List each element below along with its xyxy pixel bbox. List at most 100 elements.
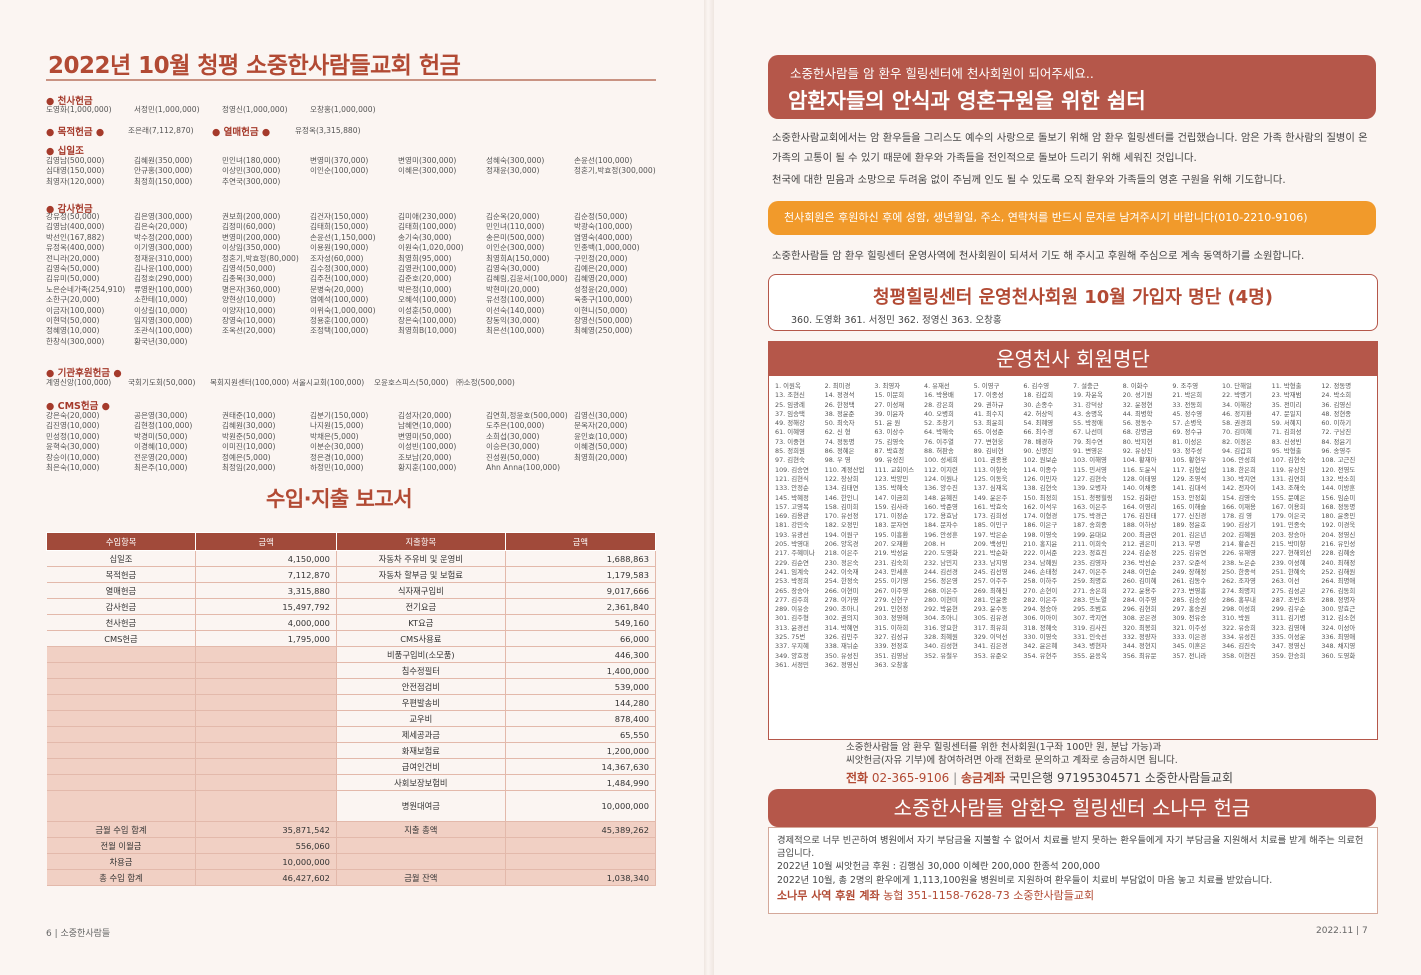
left-page: 2022년 10월 청평 소중한사람들교회 헌금 ● 천사헌금 도영화(1,00… bbox=[0, 0, 708, 975]
phone-label: 전화 bbox=[846, 771, 869, 785]
table-cell: 열매헌금 bbox=[46, 582, 197, 599]
donor-entry: 최은주(10,000) bbox=[134, 463, 188, 473]
donor-entry: 정혼기,박효정(300,000) bbox=[574, 166, 656, 176]
donor-entry: 최영자(120,000) bbox=[46, 176, 105, 186]
member-entry: 32. 윤정현 bbox=[1122, 400, 1153, 409]
member-entry: 223. 정효진 bbox=[1073, 549, 1107, 558]
member-entry: 169. 김용관 bbox=[775, 512, 809, 521]
donor-entry: 김혜원(30,000) bbox=[222, 421, 276, 431]
mokjeok-text: 조은래(7,112,870) bbox=[128, 126, 194, 135]
donor-entry: 김영관(100,000) bbox=[398, 264, 457, 274]
sipil-list: 김영남(500,000) 김혜원(350,000) 민인녀(180,000) 변영미(… bbox=[46, 156, 662, 187]
member-entry: 155. 문예은 bbox=[1271, 493, 1306, 502]
member-entry: 188. 이하상 bbox=[1122, 521, 1157, 530]
table-cell: 1,400,000 bbox=[505, 662, 657, 679]
member-entry: 184. 문자수 bbox=[924, 521, 958, 530]
table-cell bbox=[195, 742, 337, 759]
member-entry: 241. 임계숙 bbox=[775, 567, 809, 576]
member-entry: 127. 김현숙 bbox=[1073, 474, 1107, 483]
member-entry: 8. 이화수 bbox=[1122, 382, 1149, 390]
member-entry: 48. 정현종 bbox=[1321, 409, 1352, 418]
donor-entry: 이인순(300,000) bbox=[486, 243, 545, 253]
table-cell: 15,497,792 bbox=[195, 598, 337, 615]
member-entry: 88. 허판송 bbox=[924, 447, 954, 456]
member-entry: 108. 고근진 bbox=[1321, 456, 1356, 465]
member-entry: 237. 오준석 bbox=[1172, 558, 1207, 567]
donor-entry: 김은영(300,000) bbox=[134, 212, 193, 221]
table-cell: CMS헌금 bbox=[46, 630, 197, 647]
donor-entry: 하정민(10,000) bbox=[310, 463, 364, 473]
account-label: 송금계좌 bbox=[960, 771, 1006, 785]
donor-entry: 변영미(50,000) bbox=[398, 431, 452, 441]
member-entry: 308. 공은경 bbox=[1122, 614, 1157, 623]
donor-entry: 송기숙(30,000) bbox=[398, 232, 452, 242]
member-entry: 133. 안정순 bbox=[775, 484, 809, 493]
page-number-right: 2022.11 | 7 bbox=[1316, 926, 1368, 936]
donor-entry: 김정호(290,000) bbox=[134, 274, 193, 284]
donor-entry: 김순옥(20,000) bbox=[486, 212, 540, 221]
member-entry: 154. 김영숙 bbox=[1222, 493, 1256, 502]
gamsa-list: 강유정(50,000) 김은영(300,000) 권보희(200,000) 김건자(1… bbox=[46, 212, 662, 347]
sonamu-result: 2022년 10월, 총 2명의 환우에게 1,113,100원을 병원비로 지… bbox=[777, 874, 1273, 886]
donor-entry: 김혜영(20,000) bbox=[574, 274, 628, 284]
member-entry: 204. 정영신 bbox=[1321, 530, 1356, 539]
table-cell: 급여인건비 bbox=[336, 758, 506, 775]
member-entry: 101. 권종용 bbox=[973, 456, 1008, 465]
donor-entry: 손윤선(100,000) bbox=[574, 156, 633, 165]
member-entry: 253. 박정희 bbox=[775, 577, 809, 586]
member-entry: 252. 김해원 bbox=[1321, 567, 1356, 576]
section-cms-label: ● CMS헌금 ● bbox=[46, 401, 110, 412]
member-entry: 230. 정은숙 bbox=[824, 558, 859, 567]
member-entry: 71. 김희성 bbox=[1271, 428, 1302, 437]
member-entry: 321. 이주성 bbox=[1172, 623, 1207, 632]
donor-entry: 김영석(50,000) bbox=[222, 264, 276, 274]
table-cell: 전기요금 bbox=[336, 598, 506, 615]
member-entry: 263. 이선 bbox=[1271, 577, 1300, 586]
member-entry: 334. 유성진 bbox=[1222, 633, 1256, 642]
donor-entry: 오윤호스피스(50,000) bbox=[374, 378, 449, 387]
donor-entry: 김현정(100,000) bbox=[134, 421, 193, 431]
donor-entry: 김주천(100,000) bbox=[310, 274, 369, 284]
table-cell bbox=[195, 694, 337, 711]
section-label: 목적헌금 bbox=[57, 127, 93, 138]
member-entry: 283. 민노열 bbox=[1073, 595, 1107, 604]
member-entry: 170. 유선정 bbox=[824, 512, 859, 521]
table-cell bbox=[195, 662, 337, 679]
member-entry: 235. 김영자 bbox=[1073, 558, 1107, 567]
donor-entry: 윤인효(10,000) bbox=[574, 431, 628, 441]
member-entry: 85. 정희원 bbox=[775, 447, 805, 456]
table-row: 병원대여금 10,000,000 bbox=[46, 790, 657, 822]
donor-entry: 정예은(5,000) bbox=[222, 452, 271, 462]
section-gigwan-label: ● 기관후원헌금 ● bbox=[46, 368, 122, 379]
banner-title: 암환자들의 안식과 영혼구원을 위한 쉼터 bbox=[788, 89, 1146, 113]
member-entry: 13. 조현신 bbox=[775, 391, 805, 400]
member-entry: 26. 한정택 bbox=[824, 400, 855, 409]
member-entry: 211. 이희숙 bbox=[1073, 540, 1107, 549]
table-cell bbox=[195, 774, 337, 791]
report-title: 수입·지출 보고서 bbox=[266, 487, 413, 511]
member-entry: 55. 박정애 bbox=[1073, 419, 1103, 428]
member-entry: 30. 손종수 bbox=[1023, 400, 1054, 409]
table-cell: 35,871,542 bbox=[195, 821, 337, 838]
member-entry: 53. 최윤희 bbox=[973, 419, 1004, 428]
member-entry: 105. 황현우 bbox=[1172, 456, 1207, 465]
member-entry: 74. 정동명 bbox=[824, 437, 855, 446]
member-entry: 273. 변영흥 bbox=[1172, 586, 1207, 595]
table-cell: 식자재구입비 bbox=[336, 582, 506, 599]
member-entry: 135. 박혜숙 bbox=[874, 484, 909, 493]
invitation-paragraph: 소중한사람들 암 환우 힐링센터 운영사역에 천사회원이 되셔서 기도 해 주시… bbox=[772, 250, 1305, 262]
member-entry: 61. 이혜영 bbox=[775, 428, 805, 437]
member-entry: 229. 김순연 bbox=[775, 558, 809, 567]
member-entry: 234. 남혜원 bbox=[1023, 558, 1058, 567]
member-entry: 68. 강명금 bbox=[1122, 428, 1153, 437]
member-entry: 343. 병현자 bbox=[1073, 642, 1107, 651]
member-entry: 165. 이해슬 bbox=[1172, 502, 1207, 511]
donor-entry: 이성빈(100,000) bbox=[398, 442, 457, 452]
donor-entry: 소한구(20,000) bbox=[46, 295, 100, 305]
table-cell: 539,000 bbox=[505, 678, 657, 695]
member-entry: 138. 김현숙 bbox=[1023, 484, 1058, 493]
table-cell: 침수정필터 bbox=[336, 662, 506, 679]
donor-entry: 강유정(50,000) bbox=[46, 212, 100, 221]
member-entry: 166. 이재용 bbox=[1222, 502, 1256, 511]
table-cell: 우편발송비 bbox=[336, 694, 506, 711]
